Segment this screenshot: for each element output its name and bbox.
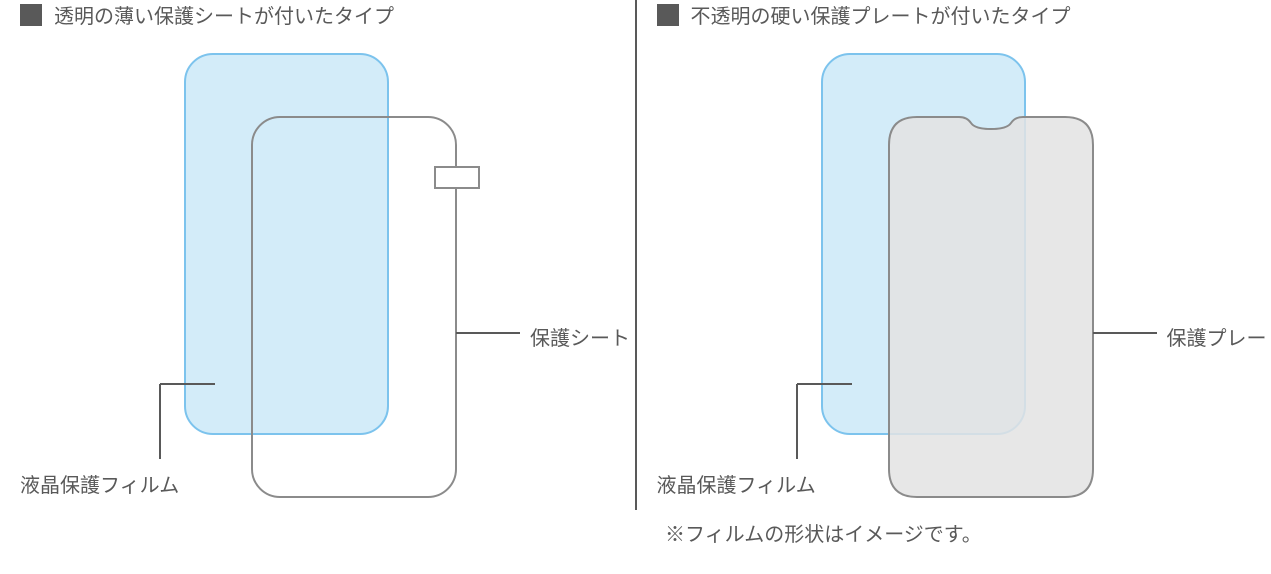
film-label: 液晶保護フィルム [20,469,179,498]
tab-shape [435,167,479,188]
left-panel: 透明の薄い保護シートが付いたタイプ 保護シート 液晶保護フィルム [0,0,635,574]
footnote-text: ※フィルムの形状はイメージです。 [665,518,982,547]
film-label: 液晶保護フィルム [657,469,816,498]
plate-label: 保護プレート [1167,322,1271,351]
right-diagram: 保護プレート 液晶保護フィルム [657,39,1252,539]
right-svg [657,39,1271,539]
left-svg [20,39,655,539]
plate-shape [889,117,1093,497]
right-title-text: 不透明の硬い保護プレートが付いたタイプ [691,0,1071,29]
sheet-label: 保護シート [530,322,630,351]
title-square-icon [20,4,42,26]
title-square-icon [657,4,679,26]
sheet-shape [252,117,456,497]
left-diagram: 保護シート 液晶保護フィルム [20,39,615,539]
right-panel: 不透明の硬い保護プレートが付いたタイプ 保護プレート 液晶保護フィルム [637,0,1271,574]
left-title-row: 透明の薄い保護シートが付いたタイプ [20,0,615,29]
right-title-row: 不透明の硬い保護プレートが付いたタイプ [657,0,1252,29]
left-title-text: 透明の薄い保護シートが付いたタイプ [54,0,394,29]
